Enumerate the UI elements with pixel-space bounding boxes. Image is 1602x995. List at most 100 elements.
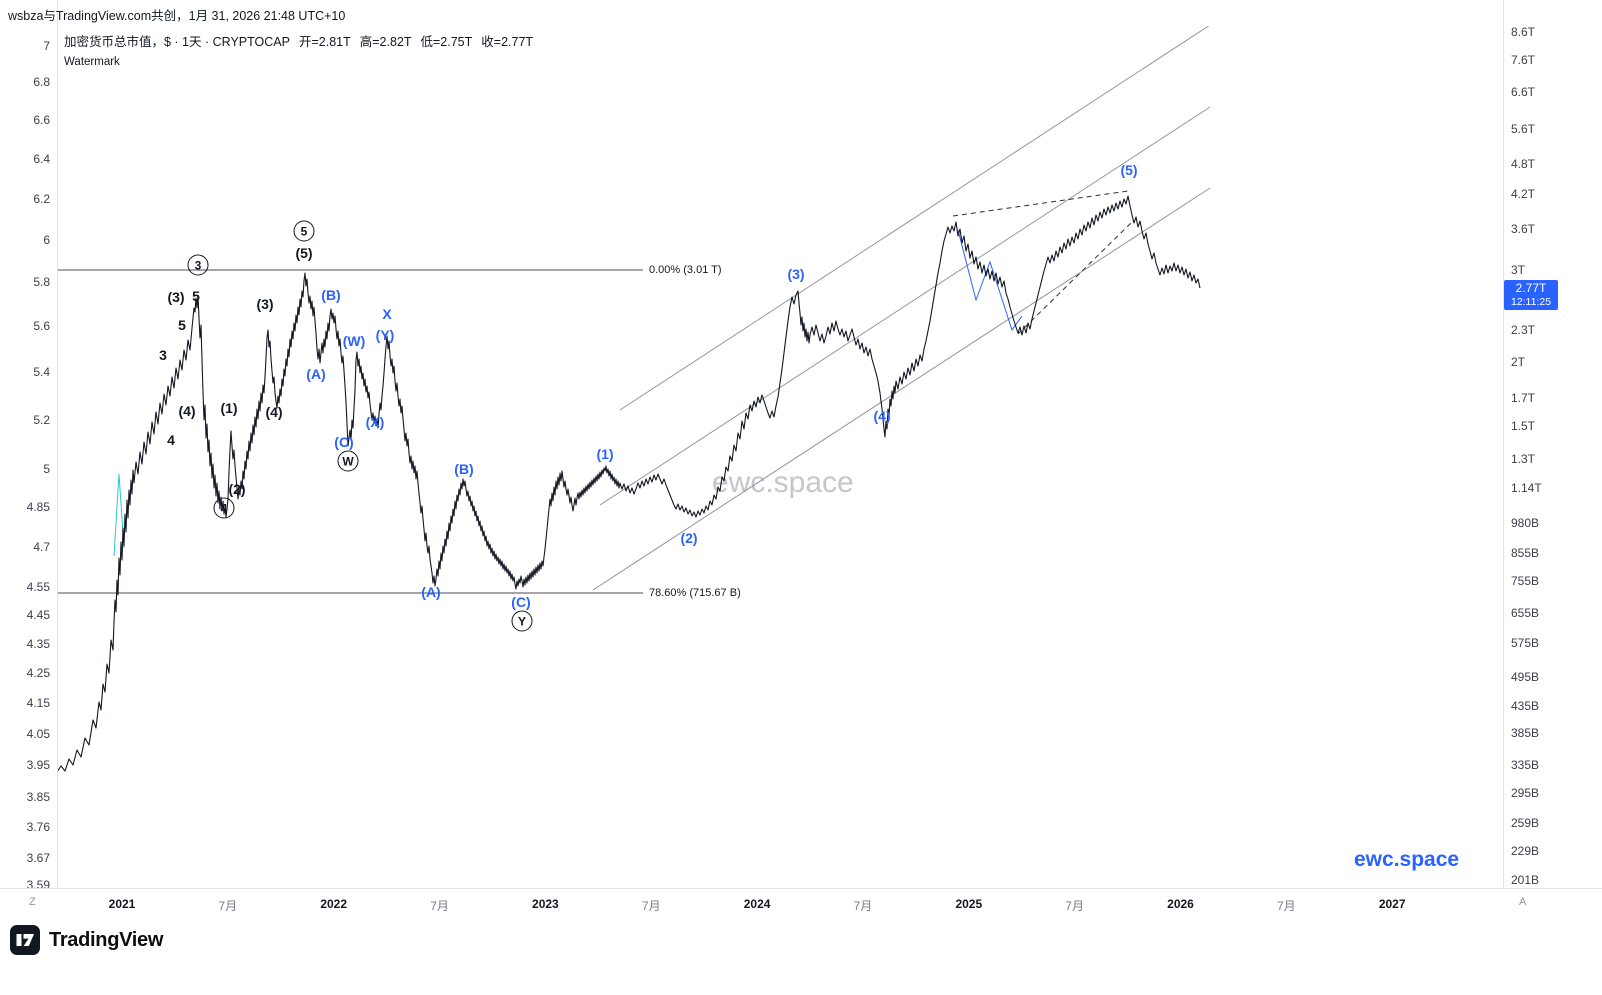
elliott-wave-label[interactable]: 3 <box>187 254 209 276</box>
watermark-center-text: ewc.space <box>712 466 854 499</box>
left-axis-tick: 4.35 <box>26 636 50 651</box>
right-axis-tick: 1.7T <box>1511 391 1536 406</box>
time-axis-tick: 7月 <box>1277 899 1296 913</box>
tradingview-logo-text[interactable]: TradingView <box>49 928 164 951</box>
time-axis-tick: 7月 <box>641 899 661 913</box>
time-axis-tick: 7月 <box>853 899 873 913</box>
time-axis-tick: 7月 <box>218 899 238 913</box>
left-axis-tick: 4.25 <box>26 666 50 681</box>
elliott-wave-label[interactable]: (3) <box>167 289 185 305</box>
right-axis-tick: 2.3T <box>1511 322 1536 337</box>
time-axis-tick: 2022 <box>320 897 348 911</box>
right-axis-tick: 1.3T <box>1511 451 1536 466</box>
right-axis-tick: 6.6T <box>1511 85 1536 100</box>
elliott-wave-label[interactable]: (1) <box>596 446 614 462</box>
indicator-watermark-label[interactable]: Watermark <box>64 56 120 68</box>
elliott-wave-label[interactable]: (2) <box>680 530 698 546</box>
indicator-legend-row: Watermark <box>64 56 533 68</box>
left-axis-tick: 5 <box>43 461 50 476</box>
fib-level-label[interactable]: 78.60% (715.67 B) <box>649 587 741 599</box>
wedge-dashed-line[interactable] <box>1017 221 1133 335</box>
ohlc-open-value: 开=2.81T <box>298 35 351 49</box>
right-axis-tick: 259B <box>1511 815 1540 830</box>
left-axis-tick: 4.85 <box>26 500 50 515</box>
symbol-title[interactable]: 加密货币总市值，$ · 1天 · CRYPTOCAP <box>64 35 290 49</box>
teal-marker-line[interactable] <box>113 473 125 557</box>
elliott-wave-label[interactable]: (4) <box>873 408 891 424</box>
wedge-dashed-line[interactable] <box>952 190 1129 217</box>
left-axis-tick: 3.67 <box>26 850 50 865</box>
time-axis-tick: 2023 <box>532 897 559 911</box>
right-axis-tick: 980B <box>1511 515 1540 530</box>
right-axis-tick: 755B <box>1511 574 1540 589</box>
left-axis-tick: 4.55 <box>26 580 50 595</box>
left-price-axis[interactable]: 7 6.8 6.6 6.4 6.2 6 5.8 5.6 5.4 5.2 5 4.85 4.7 4.55 4.… <box>0 0 58 892</box>
right-axis-tick: 2T <box>1511 354 1526 369</box>
left-axis-tick: 7 <box>43 39 50 53</box>
elliott-wave-label[interactable]: (X) <box>365 414 385 430</box>
elliott-wave-label[interactable]: (4) <box>178 403 196 419</box>
left-axis-tick: 4.05 <box>26 726 50 741</box>
left-axis-tick: 6.4 <box>33 151 50 166</box>
left-axis-tick: 5.4 <box>33 365 50 380</box>
elliott-wave-label[interactable]: Y <box>511 610 533 632</box>
fib-level-label[interactable]: 0.00% (3.01 T) <box>649 264 722 276</box>
elliott-wave-label[interactable]: (5) <box>1120 162 1138 178</box>
elliott-wave-label[interactable]: 4 <box>213 497 235 519</box>
elliott-wave-label[interactable]: (4) <box>265 404 283 420</box>
elliott-wave-label[interactable]: (1) <box>220 400 238 416</box>
left-axis-tick: 3.76 <box>26 820 50 835</box>
ohlc-high-value: 高=2.82T <box>359 35 412 49</box>
elliott-wave-label[interactable]: (2) <box>228 481 246 497</box>
elliott-wave-label[interactable]: (3) <box>256 296 274 312</box>
elliott-wave-label[interactable]: 5 <box>192 288 200 304</box>
current-price-value: 2.77T <box>1515 281 1547 295</box>
elliott-wave-label[interactable]: 3 <box>159 347 167 363</box>
share-attribution-text: wsbza与TradingView.com共创，1月 31, 2026 21:4… <box>8 9 346 23</box>
right-axis-tick: 855B <box>1511 546 1540 561</box>
elliott-wave-label[interactable]: (C) <box>511 594 531 610</box>
wave-connector-line[interactable] <box>957 229 1023 332</box>
right-axis-tick: 335B <box>1511 757 1540 772</box>
elliott-wave-label[interactable]: (W) <box>342 333 366 349</box>
tradingview-logo-icon[interactable] <box>10 925 40 955</box>
elliott-wave-label[interactable]: X <box>382 306 392 322</box>
right-axis-tick: 1.14T <box>1511 481 1542 496</box>
scale-button-z[interactable]: Z <box>29 896 36 908</box>
trend-channel-line[interactable] <box>619 25 1210 411</box>
time-axis-tick: 2026 <box>1167 897 1194 911</box>
elliott-wave-label[interactable]: 5 <box>178 317 186 333</box>
elliott-wave-label[interactable]: (A) <box>306 366 326 382</box>
time-axis[interactable]: 2021 7月 2022 7月 2023 7月 2024 7月 2025 7月 2026 7月 2027 <box>0 888 1602 923</box>
right-axis-tick: 3T <box>1511 263 1526 277</box>
ohlc-low-value: 低=2.75T <box>420 35 473 49</box>
elliott-wave-label[interactable]: 4 <box>167 432 175 448</box>
left-axis-tick: 5.6 <box>33 319 50 334</box>
elliott-wave-label[interactable]: (5) <box>295 245 313 261</box>
trend-channel-line[interactable] <box>599 106 1211 506</box>
time-axis-tick: 2027 <box>1378 897 1406 911</box>
elliott-wave-label[interactable]: (3) <box>787 266 805 282</box>
left-axis-tick: 4.15 <box>26 696 50 711</box>
elliott-wave-label[interactable]: (B) <box>454 461 474 477</box>
time-axis-tick: 7月 <box>430 899 449 913</box>
right-axis-tick: 201B <box>1511 873 1540 888</box>
time-axis-tick: 7月 <box>1065 899 1084 913</box>
elliott-wave-label[interactable]: (Y) <box>375 327 395 343</box>
right-axis-tick: 495B <box>1511 669 1540 684</box>
right-axis-tick: 655B <box>1511 606 1540 621</box>
right-axis-tick: 7.6T <box>1511 53 1536 68</box>
right-axis-tick: 385B <box>1511 726 1540 741</box>
current-price-badge[interactable]: 2.77T 12:11:25 <box>1504 280 1558 310</box>
elliott-wave-label[interactable]: (C) <box>334 434 354 450</box>
elliott-wave-label[interactable]: W <box>337 450 359 472</box>
elliott-wave-label[interactable]: 5 <box>293 220 315 242</box>
time-axis-tick: 2025 <box>955 897 983 911</box>
right-price-axis[interactable]: 8.6T 7.6T 6.6T 5.6T 4.8T 4.2T 3.6T 3T 2.3T 2T 1.7T… <box>1503 0 1602 888</box>
symbol-legend-row: 加密货币总市值，$ · 1天 · CRYPTOCAP 开=2.81T 高=2.8… <box>64 31 533 50</box>
elliott-wave-label[interactable]: (B) <box>321 287 341 303</box>
elliott-wave-label[interactable]: (A) <box>421 584 441 600</box>
auto-scale-button[interactable]: A <box>1519 896 1527 908</box>
bar-countdown-timer: 12:11:25 <box>1510 296 1552 308</box>
